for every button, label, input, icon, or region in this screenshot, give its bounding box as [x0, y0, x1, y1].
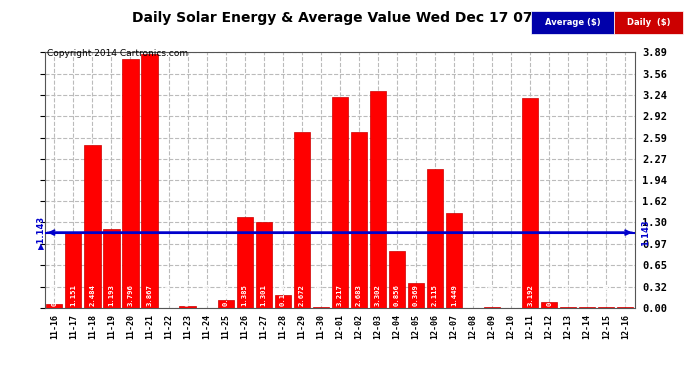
Text: 0.198: 0.198 — [279, 284, 286, 306]
Bar — [66, 232, 81, 308]
Text: 0.010: 0.010 — [489, 284, 495, 306]
Bar — [84, 145, 101, 308]
Text: Copyright 2014 Cartronics.com: Copyright 2014 Cartronics.com — [47, 49, 188, 58]
Bar — [617, 307, 633, 308]
Bar — [141, 54, 157, 307]
Bar — [541, 302, 558, 307]
Bar — [255, 222, 272, 308]
Bar — [389, 251, 405, 308]
Text: 3.217: 3.217 — [337, 284, 343, 306]
Bar — [313, 307, 329, 308]
Text: Average ($): Average ($) — [545, 18, 600, 27]
Bar — [370, 91, 386, 308]
Text: 0.004: 0.004 — [603, 284, 609, 306]
Text: 0.122: 0.122 — [223, 284, 228, 306]
Bar — [427, 169, 443, 308]
Text: 3.192: 3.192 — [527, 284, 533, 306]
Text: 1.151: 1.151 — [70, 284, 77, 306]
Bar — [522, 98, 538, 308]
Text: 1.301: 1.301 — [261, 284, 267, 306]
Bar — [104, 229, 119, 308]
Text: Daily  ($): Daily ($) — [627, 18, 671, 27]
Bar — [237, 217, 253, 308]
Text: 3.796: 3.796 — [128, 284, 133, 306]
Bar — [179, 306, 196, 308]
Text: 0.055: 0.055 — [51, 284, 57, 306]
Text: 0.007: 0.007 — [622, 284, 629, 306]
Bar — [351, 132, 367, 308]
Text: 0.081: 0.081 — [546, 284, 552, 306]
Text: 0.001: 0.001 — [584, 284, 590, 306]
Bar — [332, 97, 348, 308]
Text: Daily Solar Energy & Average Value Wed Dec 17 07:48: Daily Solar Energy & Average Value Wed D… — [132, 11, 558, 25]
Text: 2.683: 2.683 — [356, 284, 362, 306]
Bar — [446, 213, 462, 308]
Text: 0.000: 0.000 — [204, 284, 210, 306]
Text: 0.856: 0.856 — [394, 284, 400, 306]
Bar — [408, 283, 424, 308]
Text: 1.193: 1.193 — [108, 284, 115, 306]
Text: 0.000: 0.000 — [470, 284, 476, 306]
Bar — [294, 132, 310, 308]
Text: ▶1.143: ▶1.143 — [36, 216, 45, 249]
Bar — [484, 307, 500, 308]
Text: 0.000: 0.000 — [166, 284, 172, 306]
Text: 2.115: 2.115 — [432, 284, 438, 306]
Bar — [122, 58, 139, 308]
Text: 0.000: 0.000 — [508, 284, 514, 306]
Text: 2.484: 2.484 — [90, 284, 95, 306]
Bar — [217, 300, 234, 307]
Text: 0.002: 0.002 — [565, 284, 571, 306]
Text: 0.369: 0.369 — [413, 284, 419, 306]
Text: 0.007: 0.007 — [318, 284, 324, 306]
Bar — [275, 294, 290, 307]
Text: 3.867: 3.867 — [146, 284, 152, 306]
Text: 2.672: 2.672 — [299, 284, 305, 306]
Text: 3.302: 3.302 — [375, 284, 381, 306]
Bar — [46, 304, 63, 307]
Text: 0.027: 0.027 — [185, 284, 190, 306]
Text: 1.449: 1.449 — [451, 284, 457, 306]
Text: 1.143: 1.143 — [641, 219, 650, 246]
Text: 1.385: 1.385 — [241, 284, 248, 306]
